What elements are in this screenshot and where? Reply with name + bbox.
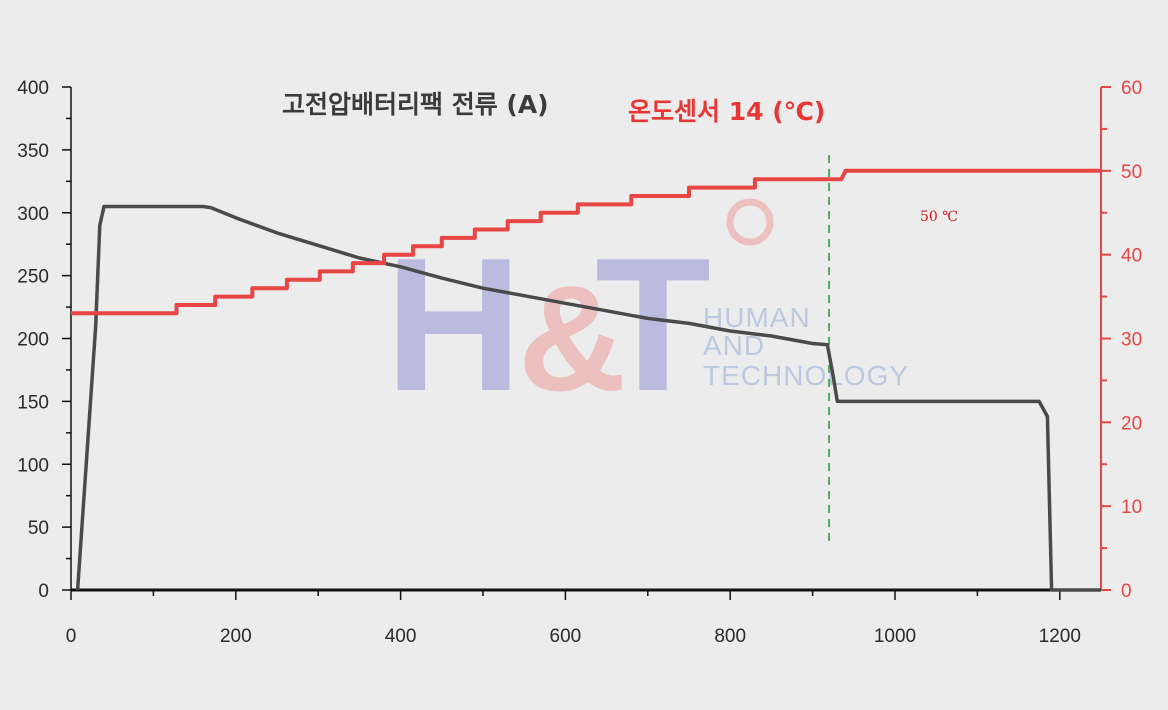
- x-tick-label: 1200: [1039, 626, 1081, 647]
- y-left-tick-label: 400: [17, 78, 49, 99]
- y-left-tick-label: 100: [17, 455, 49, 476]
- x-tick-label: 0: [66, 626, 77, 647]
- x-tick-label: 800: [714, 626, 746, 647]
- x-tick-label: 200: [220, 626, 252, 647]
- watermark-h: H: [385, 219, 522, 431]
- series-temperature-line: [71, 168, 1101, 316]
- y-right-tick-label: 50: [1121, 162, 1142, 183]
- y-left-tick-label: 0: [38, 581, 49, 602]
- y-right-tick-label: 30: [1121, 330, 1142, 351]
- y-right-tick-label: 20: [1121, 413, 1142, 434]
- title-temperature: 온도센서 14 (℃): [628, 97, 825, 126]
- series-layer: [71, 155, 1101, 592]
- y-right-tick-label: 60: [1121, 78, 1142, 99]
- y-right-tick-label: 10: [1121, 497, 1142, 518]
- series-current-line: [75, 204, 1101, 592]
- y-right-tick-label: 0: [1121, 581, 1132, 602]
- x-tick-label: 600: [550, 626, 582, 647]
- y-left-tick-label: 200: [17, 330, 49, 351]
- watermark-degree-circle: [726, 198, 774, 246]
- x-tick-label: 1000: [874, 626, 916, 647]
- watermark-amp: &: [518, 254, 626, 422]
- y-right-tick-label: 40: [1121, 246, 1142, 267]
- y-left-tick-label: 250: [17, 267, 49, 288]
- x-tick-label: 400: [385, 626, 417, 647]
- title-current: 고전압배터리팩 전류 (A): [282, 90, 549, 119]
- annotation-50c: 50 ℃: [920, 209, 958, 225]
- y-left-tick-label: 150: [17, 392, 49, 413]
- y-left-tick-label: 300: [17, 204, 49, 225]
- y-left-tick-label: 50: [28, 518, 49, 539]
- watermark-line3: TECHNOLOGY: [703, 360, 909, 391]
- y-left-tick-label: 350: [17, 141, 49, 162]
